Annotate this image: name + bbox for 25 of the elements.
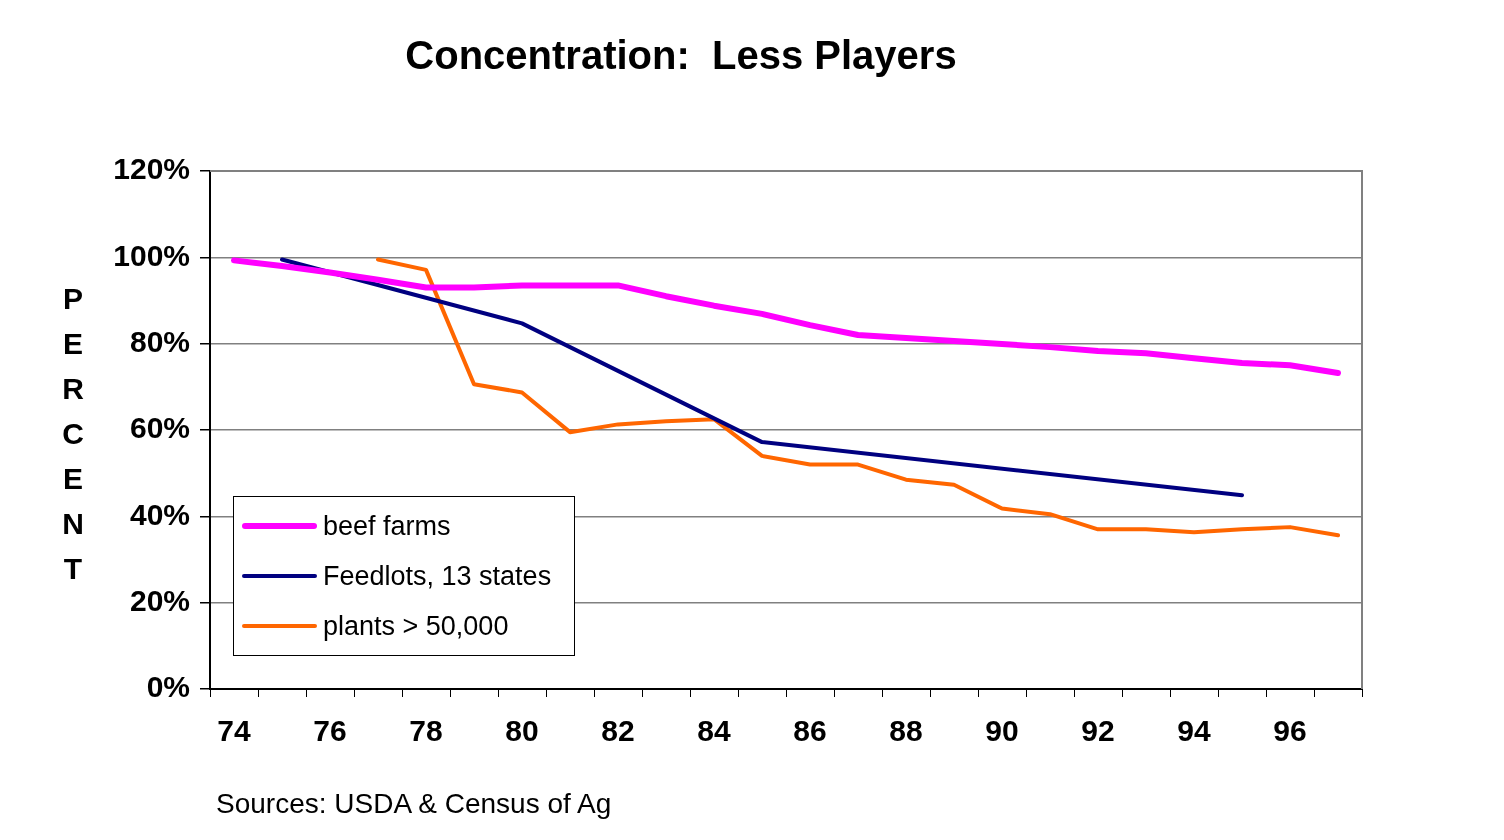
x-tick-label: 74 [217, 714, 251, 748]
legend-label: plants > 50,000 [323, 610, 509, 642]
x-tick-label: 82 [601, 714, 635, 748]
source-note: Sources: USDA & Census of Ag [216, 788, 612, 820]
legend-label: beef farms [323, 510, 451, 542]
y-tick-label: 60% [129, 411, 190, 445]
y-tick-label: 80% [129, 324, 190, 358]
x-tick-label: 96 [1273, 714, 1307, 748]
x-tick-label: 94 [1177, 714, 1211, 748]
y-tick-label: 0% [146, 670, 190, 704]
x-tick-label: 92 [1081, 714, 1115, 748]
x-tick-label: 90 [985, 714, 1019, 748]
x-tick-label: 78 [409, 714, 443, 748]
legend-label: Feedlots, 13 states [323, 560, 552, 592]
y-tick-label: 40% [129, 497, 190, 531]
x-tick-label: 84 [697, 714, 731, 748]
x-tick-label: 88 [889, 714, 923, 748]
x-tick-label: 80 [505, 714, 539, 748]
x-tick-label: 86 [793, 714, 827, 748]
x-tick-label: 76 [313, 714, 347, 748]
y-axis-title: PERCENT [61, 281, 85, 587]
y-tick-label: 120% [113, 152, 190, 186]
y-tick-label: 20% [129, 583, 190, 617]
y-tick-label: 100% [113, 238, 190, 272]
chart-title: Concentration: Less Players [405, 33, 957, 78]
